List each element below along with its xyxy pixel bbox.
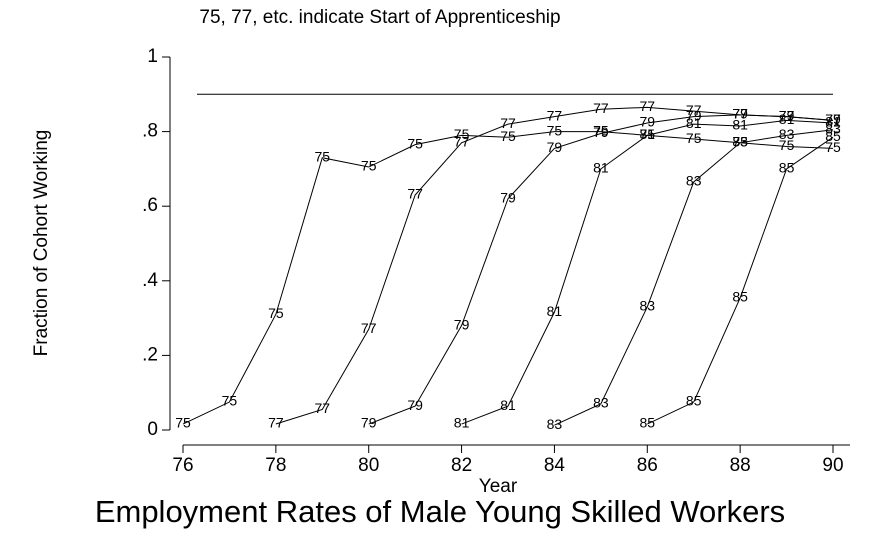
point-label: 75 [407,135,423,151]
point-label: 75 [779,137,795,153]
y-tick-label: 1 [147,46,158,67]
point-label: 77 [454,133,470,149]
point-label: 77 [500,115,516,131]
point-label: 77 [732,106,748,122]
point-label: 79 [407,397,423,413]
point-label: 79 [361,415,377,431]
point-label: 79 [500,189,516,205]
point-label: 81 [593,160,609,176]
point-label: 75 [454,126,470,142]
series-line [368,114,834,425]
point-label: 75 [314,148,330,164]
point-label: 77 [547,107,563,123]
x-tick-label: 80 [358,455,379,476]
point-label: 83 [639,298,655,314]
point-label: 79 [454,316,470,332]
y-tick-label: .2 [142,344,158,365]
point-label: 75 [825,139,841,155]
x-tick-label: 82 [451,455,472,476]
point-label: 81 [547,303,563,319]
point-label: 77 [268,415,284,431]
chart-title: Employment Rates of Male Young Skilled W… [95,494,785,529]
point-label: 81 [454,415,470,431]
point-label: 79 [547,139,563,155]
point-label: 85 [825,128,841,144]
point-label: 79 [593,124,609,140]
x-tick-label: 88 [730,455,751,476]
series-line [647,136,834,425]
x-tick-label: 84 [544,455,566,476]
point-label: 81 [732,117,748,133]
x-tick-label: 90 [822,455,843,476]
point-label: 81 [779,111,795,127]
point-label: 85 [639,415,655,431]
point-label: 77 [779,107,795,123]
y-tick-label: .8 [142,121,158,142]
y-axis-title: Fraction of Cohort Working [31,130,52,357]
y-tick-label: 0 [147,419,158,440]
x-tick-label: 86 [637,455,658,476]
x-tick-label: 76 [172,455,193,476]
point-label: 77 [593,100,609,116]
point-label: 75 [268,305,284,321]
point-label: 83 [825,120,841,136]
point-label: 83 [593,395,609,411]
point-label: 77 [639,98,655,114]
point-label: 79 [639,114,655,130]
series-line [182,131,834,425]
point-label: 77 [686,102,702,118]
series-line [461,119,834,425]
point-label: 75 [500,128,516,144]
point-label: 75 [547,122,563,138]
point-label: 83 [732,133,748,149]
point-label: 77 [361,320,377,336]
point-label: 77 [407,186,423,202]
point-label: 77 [314,400,330,416]
chart-subtitle: 75, 77, etc. indicate Start of Apprentic… [199,7,560,28]
point-label: 79 [686,107,702,123]
y-tick-label: .6 [142,195,158,216]
point-label: 83 [779,126,795,142]
point-label: 75 [222,393,238,409]
point-label: 85 [732,289,748,305]
point-label: 83 [686,173,702,189]
point-label: 75 [175,415,191,431]
point-label: 81 [500,397,516,413]
point-label: 81 [825,114,841,130]
point-label: 85 [686,393,702,409]
point-label: 81 [639,126,655,142]
point-label: 79 [779,107,795,123]
point-label: 81 [686,115,702,131]
x-tick-label: 78 [265,455,286,476]
series-line [554,129,834,426]
point-label: 75 [686,130,702,146]
point-label: 83 [547,416,563,432]
x-axis-title: Year [479,476,518,497]
point-label: 79 [732,106,748,122]
y-tick-label: .4 [142,270,158,291]
point-label: 85 [779,160,795,176]
point-label: 75 [361,158,377,174]
